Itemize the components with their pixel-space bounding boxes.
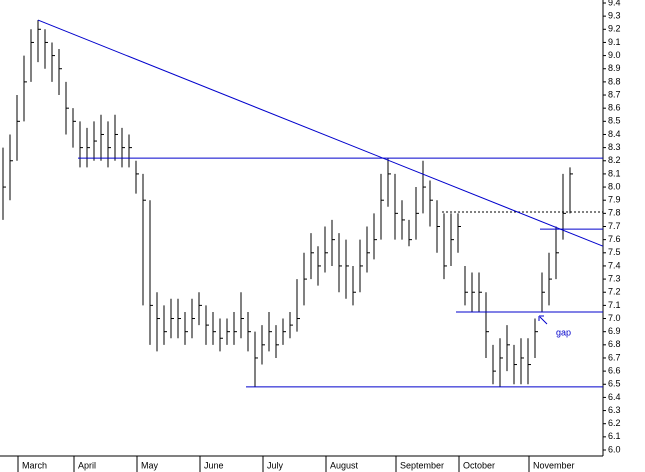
x-tick-label: August (330, 460, 359, 470)
annotation-arrowhead (538, 315, 544, 321)
y-tick-label: 6.4 (608, 392, 621, 402)
x-tick-label: March (22, 460, 47, 470)
x-tick-label: May (141, 460, 159, 470)
y-tick-label: 7.4 (608, 260, 621, 270)
y-tick-label: 6.7 (608, 352, 621, 362)
y-tick-label: 8.4 (608, 129, 621, 139)
y-tick-label: 8.1 (608, 168, 621, 178)
y-tick-label: 7.2 (608, 287, 621, 297)
trend-line (37, 19, 604, 247)
y-tick-label: 6.0 (608, 444, 621, 454)
y-tick-label: 6.8 (608, 339, 621, 349)
y-tick-label: 9.1 (608, 37, 621, 47)
y-tick-label: 7.5 (608, 247, 621, 257)
x-tick-label: April (78, 460, 96, 470)
y-tick-label: 8.6 (608, 103, 621, 113)
y-tick-label: 6.6 (608, 365, 621, 375)
y-tick-label: 7.1 (608, 300, 621, 310)
y-tick-label: 9.3 (608, 11, 621, 21)
y-tick-label: 8.7 (608, 89, 621, 99)
y-tick-label: 6.2 (608, 418, 621, 428)
x-tick-label: July (267, 460, 284, 470)
y-tick-label: 7.8 (608, 208, 621, 218)
y-tick-label: 6.9 (608, 326, 621, 336)
y-tick-label: 8.3 (608, 142, 621, 152)
x-tick-label: September (400, 460, 444, 470)
x-tick-label: November (533, 460, 575, 470)
y-tick-label: 7.6 (608, 234, 621, 244)
y-tick-label: 8.0 (608, 181, 621, 191)
y-tick-label: 7.0 (608, 313, 621, 323)
x-tick-label: June (204, 460, 224, 470)
y-tick-label: 8.9 (608, 63, 621, 73)
y-tick-label: 6.3 (608, 405, 621, 415)
y-tick-label: 7.3 (608, 273, 621, 283)
y-tick-label: 9.0 (608, 50, 621, 60)
y-tick-label: 7.7 (608, 221, 621, 231)
y-tick-label: 8.8 (608, 76, 621, 86)
y-tick-label: 9.2 (608, 24, 621, 34)
y-tick-label: 8.5 (608, 116, 621, 126)
annotation-arrow (539, 316, 548, 325)
y-tick-label: 8.2 (608, 155, 621, 165)
y-tick-label: 7.9 (608, 195, 621, 205)
y-tick-label: 6.5 (608, 379, 621, 389)
x-tick-label: October (463, 460, 495, 470)
y-tick-label: 9.4 (608, 0, 621, 7)
annotation: gap (556, 327, 571, 337)
y-tick-label: 6.1 (608, 431, 621, 441)
